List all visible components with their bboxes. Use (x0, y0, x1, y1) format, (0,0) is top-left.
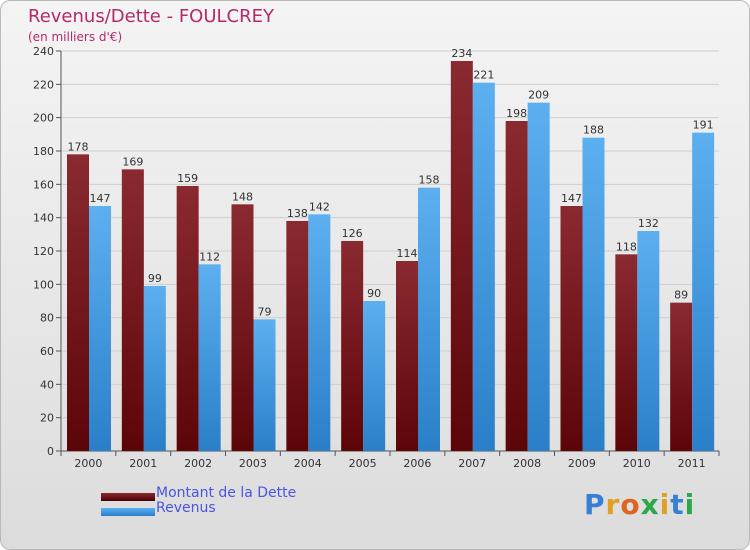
data-label-revenus: 221 (473, 69, 494, 82)
legend-swatch-revenus (101, 508, 155, 516)
y-tick-label: 200 (33, 112, 54, 125)
bar-revenus (582, 137, 605, 451)
x-tick-label: 2011 (678, 457, 706, 470)
data-label-dette: 234 (451, 47, 472, 60)
logo-letter: x (640, 488, 660, 521)
x-tick-label: 2002 (184, 457, 212, 470)
data-label-dette: 148 (232, 190, 253, 203)
bar-revenus (143, 286, 166, 451)
bar-revenus (527, 102, 550, 452)
bar-revenus (418, 187, 440, 451)
bar-dette (121, 169, 144, 452)
x-tick-label: 2009 (568, 457, 596, 470)
data-label-revenus: 112 (199, 250, 220, 263)
bar-dette (341, 241, 364, 451)
y-tick-label: 100 (33, 278, 54, 291)
data-label-revenus: 90 (367, 287, 381, 300)
data-label-dette: 159 (177, 172, 198, 185)
bar-dette (286, 221, 309, 451)
logo-letter: o (620, 488, 641, 521)
y-tick-label: 60 (40, 345, 54, 358)
y-tick-label: 180 (33, 145, 54, 158)
logo-letter: P (584, 488, 606, 521)
chart-title: Revenus/Dette - FOULCREY (28, 6, 274, 27)
y-tick-label: 140 (33, 212, 54, 225)
bar-revenus (692, 132, 715, 451)
bar-revenus (198, 264, 221, 451)
x-tick-label: 2000 (74, 457, 102, 470)
y-tick-label: 160 (33, 178, 54, 191)
bar-revenus (253, 319, 276, 451)
y-tick-label: 40 (40, 378, 54, 391)
data-label-dette: 114 (397, 247, 418, 260)
data-label-revenus: 188 (583, 124, 604, 137)
axis-layer: 0 20 40 60 80 100 120 140 160 180 200 220 240 2000 200… (33, 45, 720, 470)
bar-dette (176, 186, 199, 451)
bar-dette (505, 121, 528, 451)
bar-revenus (308, 214, 331, 451)
grid-layer (61, 50, 719, 452)
y-tick-label: 120 (33, 245, 54, 258)
x-tick-label: 2001 (129, 457, 157, 470)
bar-dette (670, 302, 693, 451)
bar-dette (615, 254, 638, 451)
bar-revenus (363, 301, 386, 451)
data-label-dette: 138 (287, 207, 308, 220)
data-label-dette: 198 (506, 107, 527, 120)
bar-dette (450, 61, 473, 451)
bar-dette (67, 154, 89, 452)
data-label-dette: 147 (561, 192, 582, 205)
data-label-dette: 178 (68, 140, 89, 153)
data-label-dette: 118 (616, 240, 637, 253)
logo-letter: r (605, 488, 621, 521)
y-tick-label: 240 (33, 45, 54, 58)
x-tick-label: 2004 (294, 457, 322, 470)
y-tick-label: 20 (40, 412, 54, 425)
bars-layer (67, 61, 715, 452)
legend-label-revenus: Revenus (156, 500, 216, 516)
data-label-revenus: 79 (258, 305, 272, 318)
data-label-revenus: 147 (90, 192, 111, 205)
x-tick-label: 2010 (623, 457, 651, 470)
x-tick-label: 2003 (239, 457, 267, 470)
data-label-revenus: 132 (638, 217, 659, 230)
data-label-revenus: 142 (309, 200, 330, 213)
legend-label-dette: Montant de la Dette (156, 485, 297, 501)
bar-revenus (637, 231, 660, 451)
data-label-dette: 89 (674, 289, 688, 302)
logo-letter: i (684, 488, 696, 521)
y-tick-label: 0 (47, 445, 54, 458)
legend-swatch-dette (101, 493, 155, 501)
bar-dette (560, 206, 583, 451)
data-label-revenus: 209 (528, 89, 549, 102)
data-label-dette: 126 (342, 227, 363, 240)
x-tick-label: 2005 (349, 457, 377, 470)
data-label-revenus: 191 (693, 119, 714, 132)
logo-letter: t (670, 488, 685, 521)
logo-letter: i (659, 488, 671, 521)
y-tick-label: 80 (40, 312, 54, 325)
bar-revenus (89, 206, 111, 451)
chart-subtitle: (en milliers d'€) (28, 30, 123, 44)
data-label-revenus: 158 (419, 174, 440, 187)
bar-dette (396, 261, 418, 451)
bar-dette (231, 204, 254, 451)
y-tick-label: 220 (33, 78, 54, 91)
x-tick-label: 2006 (403, 457, 431, 470)
proxiti-logo: Proxiti (584, 488, 695, 521)
data-label-dette: 169 (122, 155, 143, 168)
x-tick-label: 2007 (458, 457, 486, 470)
x-tick-label: 2008 (513, 457, 541, 470)
data-label-revenus: 99 (148, 272, 162, 285)
bar-revenus (472, 82, 495, 452)
